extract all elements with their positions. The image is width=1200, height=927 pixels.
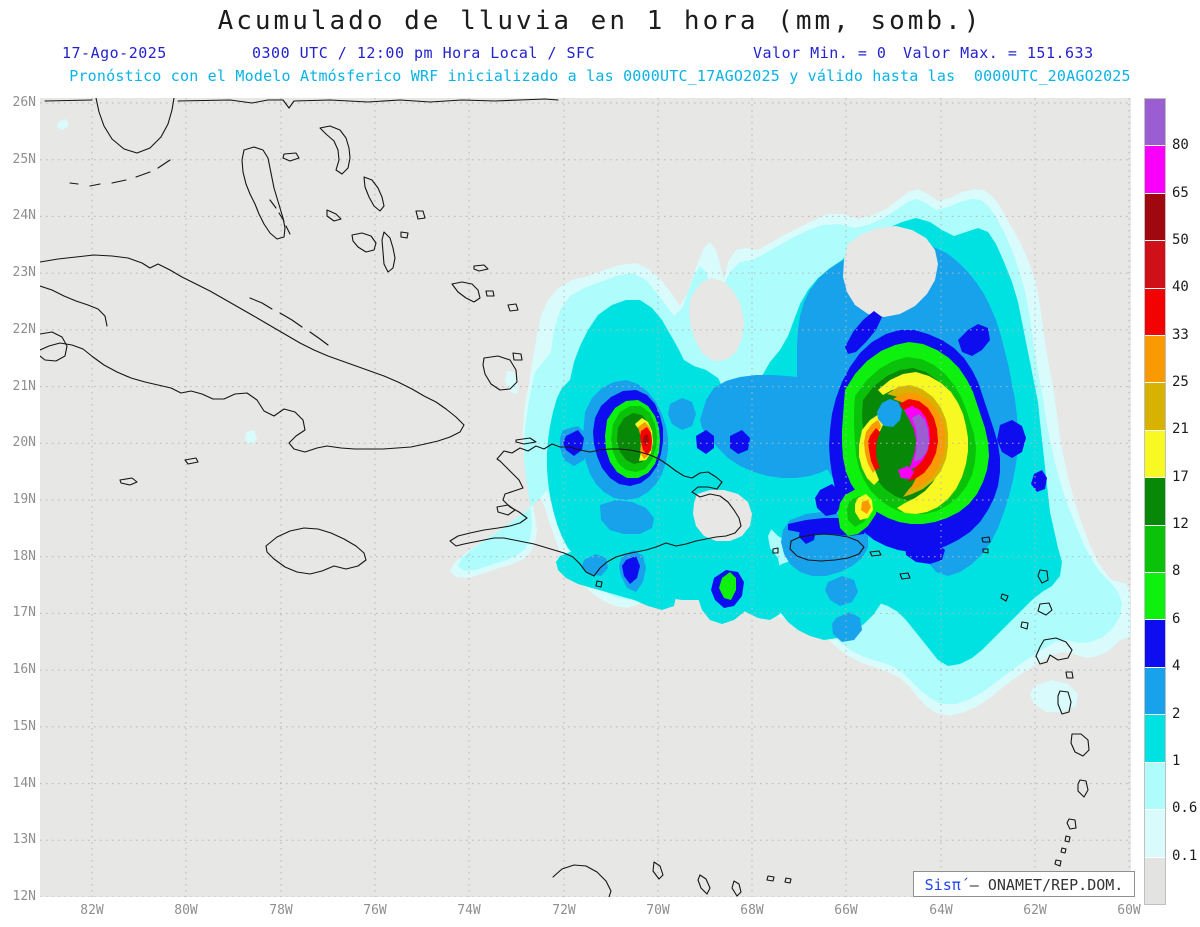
max-value-label: Valor Max. = 151.633 <box>903 44 1094 62</box>
colorbar-segment <box>1145 809 1165 857</box>
colorbar-tick: 17 <box>1172 469 1189 485</box>
lon-label: 68W <box>740 903 764 918</box>
lat-label: 18N <box>12 549 36 564</box>
valid-time-label: 0300 UTC / 12:00 pm Hora Local / SFC <box>252 44 596 62</box>
lon-label: 76W <box>363 903 387 918</box>
colorbar-segment <box>1145 666 1165 715</box>
lat-label: 17N <box>12 605 36 620</box>
coastlines <box>40 98 1090 897</box>
lat-label: 16N <box>12 662 36 677</box>
rain-layer-80 <box>912 414 929 462</box>
colorbar-segment <box>1145 429 1165 478</box>
lat-label: 19N <box>12 492 36 507</box>
lat-label: 15N <box>12 719 36 734</box>
colorbar-segment <box>1145 761 1165 810</box>
colorbar-tick: 50 <box>1172 232 1189 248</box>
colorbar-tick: 8 <box>1172 563 1181 579</box>
attribution-box: Sisπ́ – ONAMET/REP.DOM. <box>913 871 1135 897</box>
lat-label: 13N <box>12 832 36 847</box>
colorbar-segment <box>1145 524 1165 573</box>
lon-label: 78W <box>269 903 293 918</box>
colorbar-segment <box>1145 856 1165 904</box>
colorbar-tick: 4 <box>1172 658 1181 674</box>
sispi-logo: Sisπ́ <box>924 876 961 894</box>
colorbar-segment <box>1145 287 1165 336</box>
colorbar-tick: 21 <box>1172 421 1189 437</box>
colorbar-segment <box>1145 714 1165 762</box>
lat-label: 23N <box>12 265 36 280</box>
lat-label: 12N <box>12 889 36 904</box>
colorbar-tick: 2 <box>1172 706 1181 722</box>
colorbar-tick: 40 <box>1172 279 1189 295</box>
lon-label: 62W <box>1023 903 1047 918</box>
lat-label: 25N <box>12 152 36 167</box>
lon-label: 70W <box>646 903 670 918</box>
lon-label: 80W <box>174 903 198 918</box>
lon-label: 64W <box>929 903 953 918</box>
lon-label: 82W <box>80 903 104 918</box>
colorbar-tick: 1 <box>1172 753 1181 769</box>
colorbar-segment <box>1145 145 1165 193</box>
colorbar-segment <box>1145 335 1165 383</box>
storm-eye <box>877 399 902 427</box>
colorbar-tick: 12 <box>1172 516 1189 532</box>
attribution-text: – ONAMET/REP.DOM. <box>960 876 1124 894</box>
lat-label: 14N <box>12 776 36 791</box>
colorbar-tick: 65 <box>1172 185 1189 201</box>
colorbar-segment <box>1145 240 1165 288</box>
lat-label: 21N <box>12 379 36 394</box>
colorbar-tick: 80 <box>1172 137 1189 153</box>
lat-label: 24N <box>12 208 36 223</box>
date-label: 17-Ago-2025 <box>62 44 167 62</box>
model-run-label: Pronóstico con el Modelo Atmósferico WRF… <box>69 67 1131 85</box>
colorbar-segment <box>1145 382 1165 430</box>
lon-label: 72W <box>552 903 576 918</box>
lon-label: 60W <box>1117 903 1141 918</box>
min-value-label: Valor Min. = 0 <box>753 44 887 62</box>
lon-label: 74W <box>457 903 481 918</box>
colorbar-segment <box>1145 192 1165 241</box>
lon-label: 66W <box>834 903 858 918</box>
lat-label: 26N <box>12 95 36 110</box>
colorbar-tick: 33 <box>1172 327 1189 343</box>
colorbar-tick: 25 <box>1172 374 1189 390</box>
colorbar-segment <box>1145 572 1165 620</box>
colorbar-tick: 0.1 <box>1172 848 1198 864</box>
map-canvas <box>40 98 1131 897</box>
page-title: Acumulado de lluvia en 1 hora (mm, somb.… <box>217 6 983 36</box>
lat-label: 22N <box>12 322 36 337</box>
colorbar-segment <box>1145 477 1165 525</box>
colorbar-tick: 6 <box>1172 611 1181 627</box>
colorbar <box>1144 98 1166 905</box>
lat-label: 20N <box>12 435 36 450</box>
colorbar-tick: 0.6 <box>1172 800 1198 816</box>
dry-pockets <box>689 226 938 541</box>
colorbar-segment <box>1145 619 1165 667</box>
colorbar-segment <box>1145 99 1165 146</box>
